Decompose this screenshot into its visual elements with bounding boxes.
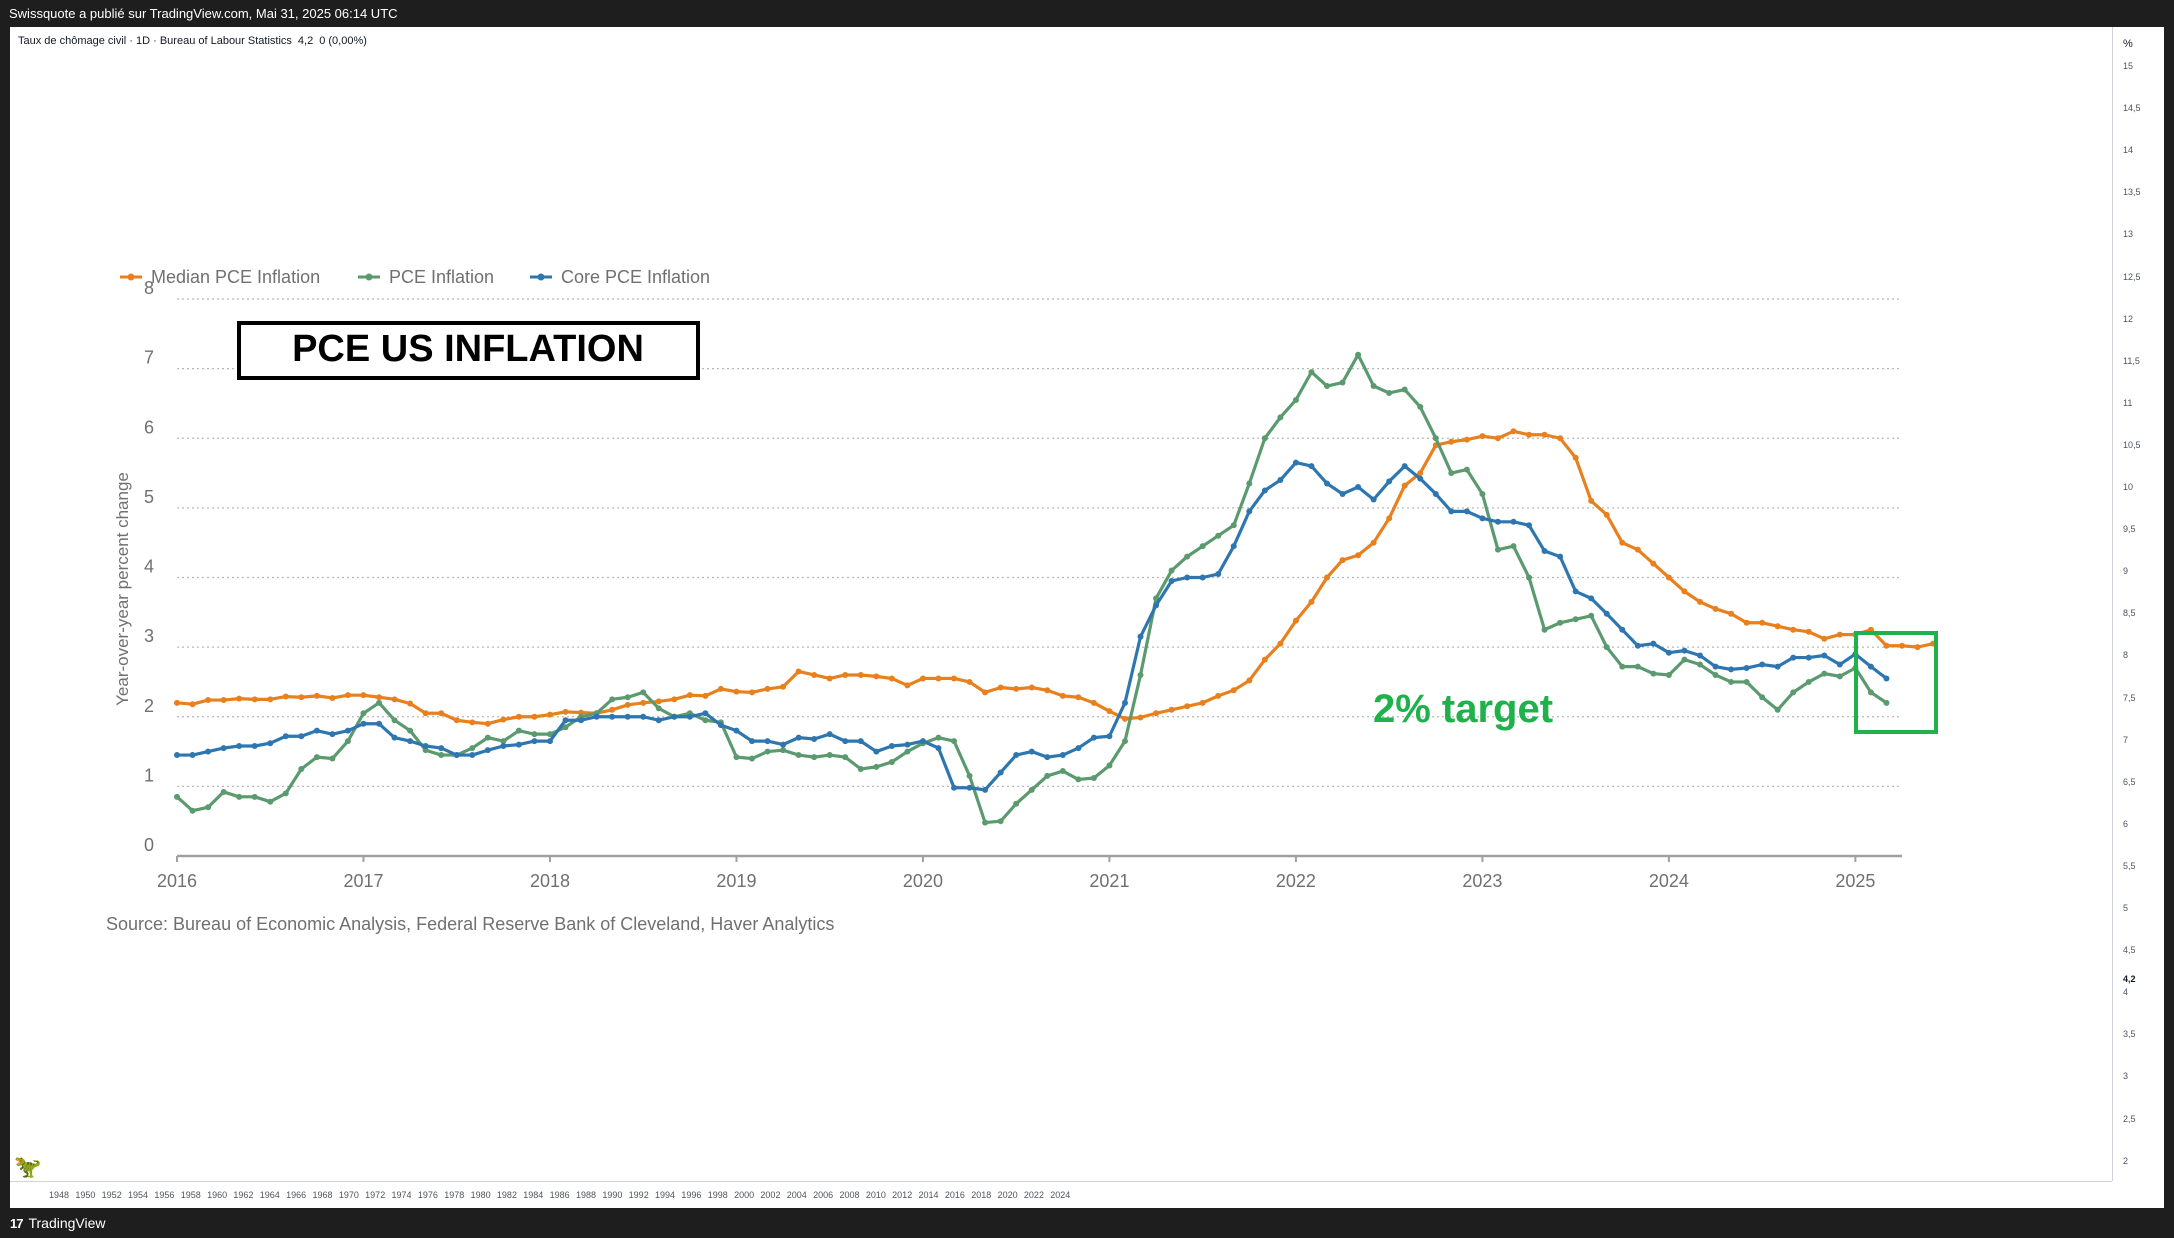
- right-axis-tick: 2: [2123, 1155, 2129, 1166]
- time-axis-tick: 1962: [233, 1190, 254, 1200]
- right-axis-tick: 8,5: [2123, 608, 2136, 619]
- time-axis-tick: 1948: [48, 1190, 70, 1200]
- right-axis-tick: 11: [2123, 397, 2133, 408]
- chart-area[interactable]: [10, 27, 2164, 1208]
- time-axis-tick: 2004: [786, 1190, 807, 1200]
- time-axis-tick: 1998: [707, 1190, 728, 1200]
- time-axis-tick: 1994: [655, 1190, 676, 1200]
- right-axis-tick: 13: [2123, 229, 2134, 240]
- right-price-axis[interactable]: % 15 14,5 14 13,5 13 12,5 12 11,5 11 10,5 10 9,5 9 8,…: [2112, 27, 2165, 1181]
- right-axis-tick: 5,5: [2123, 860, 2136, 871]
- right-axis-unit: %: [2123, 38, 2133, 50]
- right-axis-tick: 14,5: [2123, 103, 2141, 114]
- right-axis-tick: 15: [2123, 61, 2134, 71]
- time-axis-tick: 1964: [259, 1190, 280, 1200]
- time-axis-tick: 1956: [154, 1190, 175, 1200]
- right-axis-tick: 8: [2123, 650, 2129, 661]
- tradingview-logo[interactable]: 17 TradingView: [10, 1215, 106, 1231]
- right-axis-tick: 2,5: [2123, 1113, 2136, 1124]
- right-axis-tick: 12: [2123, 313, 2134, 324]
- symbol-change: 0 (0,00%): [319, 35, 367, 47]
- right-axis-tick: 9,5: [2123, 524, 2136, 535]
- right-axis-tick: 5: [2123, 903, 2129, 913]
- time-axis-tick: 1972: [365, 1190, 386, 1200]
- symbol-name: Taux de chômage civil · 1D · Bureau of L…: [18, 35, 292, 47]
- right-axis-tick: 12,5: [2123, 271, 2141, 282]
- time-axis-tick: 1984: [523, 1190, 544, 1200]
- time-axis-tick: 2012: [892, 1190, 913, 1200]
- published-line: Swissquote a publié sur TradingView.com,…: [9, 6, 398, 21]
- symbol-legend[interactable]: Taux de chômage civil · 1D · Bureau of L…: [18, 35, 367, 47]
- time-axis-tick: 2016: [944, 1190, 965, 1200]
- time-axis-tick: 1996: [681, 1190, 702, 1200]
- right-axis-tick: 3,5: [2123, 1029, 2136, 1040]
- right-axis-tick: 13,5: [2123, 187, 2141, 198]
- bottom-time-axis[interactable]: 1948 1950 1952 1954 1956 1958 1960 1962 1964 1966…: [10, 1181, 2112, 1209]
- time-axis-tick: 1970: [338, 1190, 359, 1200]
- time-axis-tick: 2006: [813, 1190, 834, 1200]
- tradingview-dino-icon[interactable]: 🦖: [14, 1154, 42, 1179]
- time-axis-tick: 2024: [1050, 1190, 1071, 1200]
- time-axis-tick: 1988: [575, 1190, 597, 1200]
- time-axis-tick: 1968: [312, 1190, 333, 1200]
- time-axis-tick: 1990: [602, 1190, 623, 1200]
- time-axis-tick: 1952: [101, 1190, 122, 1200]
- time-axis-tick: 1950: [75, 1190, 96, 1200]
- right-axis-tick: 3: [2123, 1071, 2129, 1082]
- time-axis-tick: 2022: [1023, 1190, 1044, 1200]
- right-axis-tick: 9: [2123, 566, 2129, 577]
- time-axis-tick: 2008: [839, 1190, 860, 1200]
- time-axis-tick: 1966: [286, 1190, 307, 1200]
- time-axis-tick: 1954: [128, 1190, 149, 1200]
- publish-header: Swissquote a publié sur TradingView.com,…: [0, 0, 2174, 27]
- right-axis-tick: 11,5: [2123, 355, 2140, 366]
- current-value-label: 4,2: [2123, 974, 2136, 984]
- right-axis-tick: 10,5: [2123, 439, 2141, 450]
- tradingview-brand: TradingView: [28, 1215, 106, 1231]
- right-axis-tick: 4: [2123, 987, 2129, 998]
- time-axis-tick: 1976: [417, 1190, 438, 1200]
- time-axis-tick: 1974: [391, 1190, 412, 1200]
- time-axis-tick: 2014: [918, 1190, 939, 1200]
- frame-right: [2164, 27, 2174, 1208]
- time-axis-tick: 1986: [549, 1190, 570, 1200]
- footer-bar: 17 TradingView: [0, 1208, 2174, 1238]
- time-axis-tick: 1978: [444, 1190, 465, 1200]
- time-axis-tick: 2010: [865, 1190, 886, 1200]
- right-axis-tick: 6: [2123, 818, 2129, 829]
- right-axis-tick: 7: [2123, 734, 2129, 745]
- tradingview-logo-icon: 17: [10, 1215, 24, 1231]
- symbol-value: 4,2: [297, 35, 314, 47]
- time-axis-tick: 1960: [207, 1190, 228, 1200]
- time-axis-tick: 1992: [628, 1190, 649, 1200]
- right-axis-tick: 14: [2123, 145, 2134, 156]
- time-axis-tick: 1982: [496, 1190, 517, 1200]
- time-axis-tick: 2020: [997, 1190, 1018, 1200]
- right-axis-tick: 4,5: [2123, 945, 2136, 956]
- time-axis-tick: 2002: [760, 1190, 781, 1200]
- right-axis-tick: 10: [2123, 482, 2134, 492]
- right-axis-tick: 7,5: [2123, 692, 2136, 703]
- time-axis-tick: 2000: [734, 1190, 755, 1200]
- frame-left: [0, 27, 10, 1208]
- time-axis-tick: 2018: [971, 1190, 992, 1200]
- time-axis-tick: 1958: [180, 1190, 201, 1200]
- right-axis-tick: 6,5: [2123, 776, 2136, 787]
- time-axis-tick: 1980: [470, 1190, 491, 1200]
